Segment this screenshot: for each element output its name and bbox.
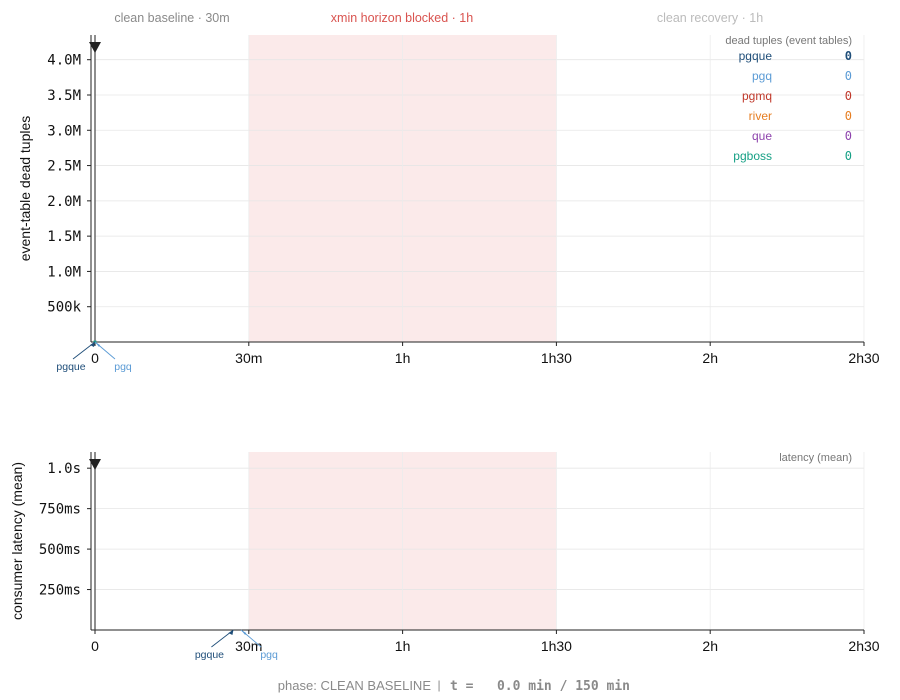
phase-label-recovery: clean recovery · 1h <box>657 11 763 25</box>
legend-value-pgboss: 0 <box>845 149 852 163</box>
x-tick-label: 2h30 <box>848 350 879 366</box>
time-cursor-marker <box>89 42 101 53</box>
y-tick-label: 3.5M <box>47 88 81 104</box>
x-tick-label: 1h30 <box>541 350 572 366</box>
annotation-label-pgque: pgque <box>195 649 224 661</box>
y-tick-label: 2.5M <box>47 159 81 175</box>
y-tick-label: 500k <box>47 300 81 316</box>
legend-value-pgmq: 0 <box>845 89 852 103</box>
y-tick-label: 1.5M <box>47 229 81 245</box>
x-tick-label: 1h <box>395 350 411 366</box>
y-tick-label: 250ms <box>39 583 81 599</box>
x-tick-label: 2h <box>702 638 718 654</box>
legend-value-que: 0 <box>845 129 852 143</box>
x-tick-label: 30m <box>235 350 262 366</box>
phase-labels: clean baseline · 30m xmin horizon blocke… <box>114 11 763 25</box>
legend-name-pgboss: pgboss <box>733 149 772 163</box>
legend-name-river: river <box>749 109 772 123</box>
y-tick-label: 1.0M <box>47 264 81 280</box>
x-tick-label: 2h <box>702 350 718 366</box>
legend-name-que: que <box>752 129 772 143</box>
x-tick-label: 1h30 <box>541 638 572 654</box>
annotation-label-pgq: pgq <box>114 361 132 373</box>
status-line: phase: CLEAN BASELINE | t = 0.0 min / 15… <box>278 678 630 694</box>
legend-value-river: 0 <box>845 109 852 123</box>
annotation-arrowhead-pgque <box>228 630 234 635</box>
y-tick-label: 2.0M <box>47 194 81 210</box>
status-separator: | <box>437 678 440 692</box>
y-axis-label: event-table dead tuples <box>17 116 33 262</box>
y-tick-label: 1.0s <box>47 461 81 477</box>
x-tick-label: 30m <box>235 638 262 654</box>
dead-tuples-panel: 0 30m 1h 1h30 2h 2h30 500k 1.0M 1.5M 2.0M 2.5M 3.0M… <box>17 35 880 373</box>
annotation-arrowhead-pgque <box>90 342 95 347</box>
x-tick-label: 0 <box>91 638 99 654</box>
legend-title: dead tuples (event tables) <box>725 35 852 47</box>
legend-value-pgque: 0 <box>845 49 852 63</box>
phase-label-baseline: clean baseline · 30m <box>114 11 229 25</box>
legend-name-pgq: pgq <box>752 69 772 83</box>
annotation-arrowhead-pgq <box>95 342 100 347</box>
annotation-label-pgque: pgque <box>56 361 85 373</box>
legend-name-pgmq: pgmq <box>742 89 772 103</box>
legend-name-pgque: pgque <box>739 49 773 63</box>
time-cursor-marker <box>89 459 101 470</box>
annotation-label-pgq: pgq <box>260 649 278 661</box>
y-tick-label: 4.0M <box>47 53 81 69</box>
legend-value-pgq: 0 <box>845 69 852 83</box>
latency-panel: 0 30m 1h 1h30 2h 2h30 250ms 500ms 750ms 1.0s consu… <box>9 452 880 661</box>
y-tick-label: 3.0M <box>47 123 81 139</box>
status-time: t = 0.0 min / 150 min <box>450 679 630 694</box>
x-tick-label: 1h <box>395 638 411 654</box>
annotation-arrowhead-pgq <box>241 630 247 635</box>
phase-label-blocked: xmin horizon blocked · 1h <box>331 11 473 25</box>
x-tick-label: 2h30 <box>848 638 879 654</box>
y-tick-label: 750ms <box>39 502 81 518</box>
y-tick-label: 500ms <box>39 542 81 558</box>
x-tick-label: 0 <box>91 350 99 366</box>
legend-title: latency (mean) <box>779 452 852 464</box>
y-axis-label: consumer latency (mean) <box>9 462 25 620</box>
status-phase: phase: CLEAN BASELINE <box>278 678 432 693</box>
